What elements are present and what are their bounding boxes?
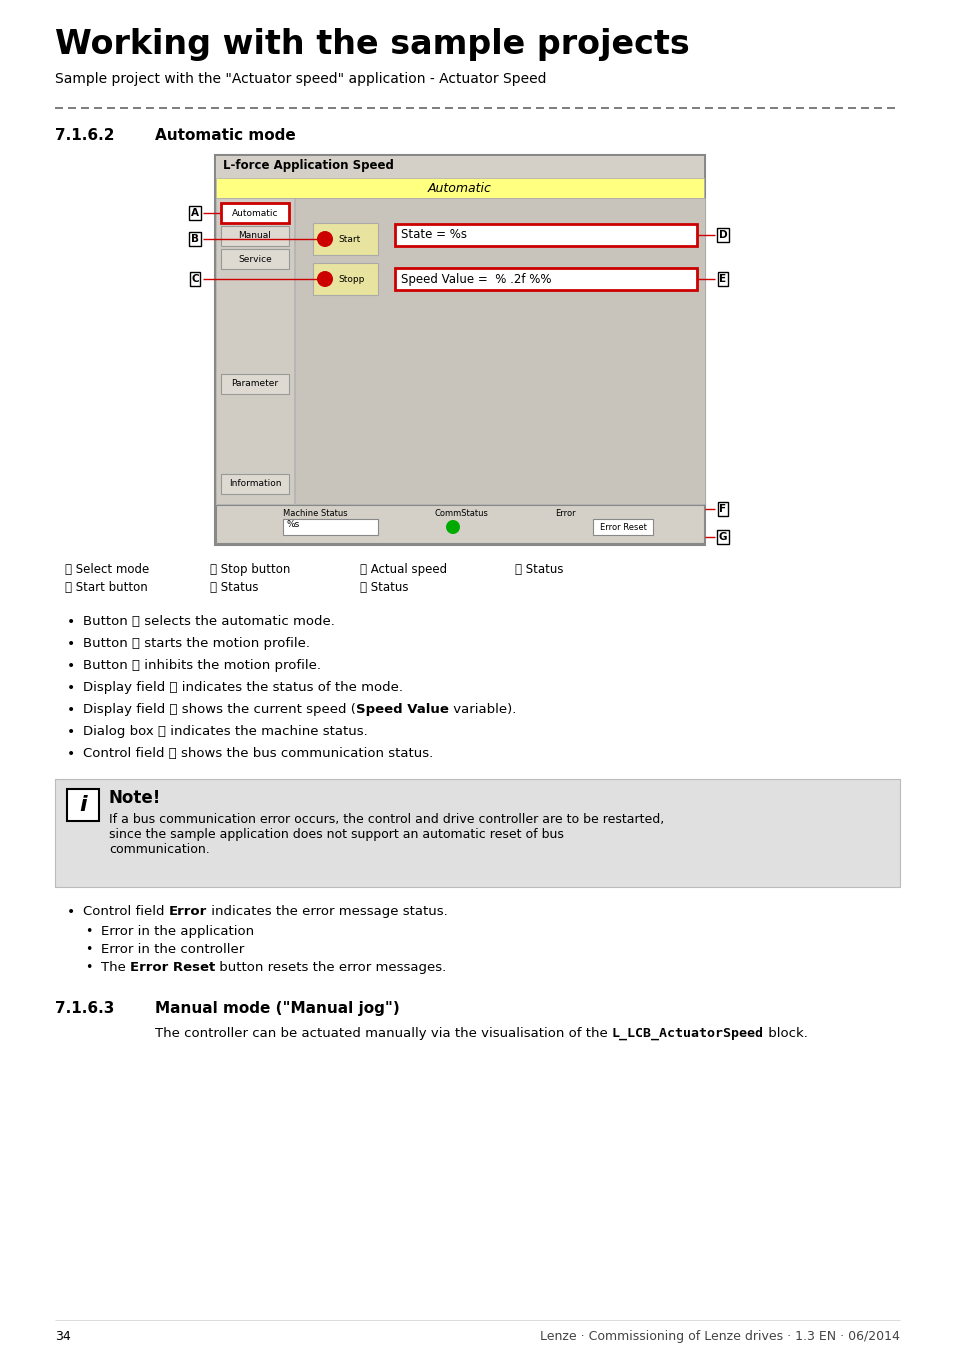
Text: B: B — [191, 234, 199, 244]
Text: The: The — [101, 961, 130, 973]
Text: Ⓑ Start button: Ⓑ Start button — [65, 580, 148, 594]
Text: Machine Status: Machine Status — [283, 509, 347, 518]
Text: Control field: Control field — [83, 904, 169, 918]
Text: •: • — [67, 659, 75, 674]
Bar — [395, 269, 697, 290]
Text: Button Ⓒ inhibits the motion profile.: Button Ⓒ inhibits the motion profile. — [83, 659, 320, 672]
Text: Automatic: Automatic — [428, 181, 492, 194]
Text: Error: Error — [555, 509, 575, 518]
Text: block.: block. — [763, 1027, 807, 1040]
Bar — [215, 157, 703, 178]
Bar — [313, 223, 377, 255]
Text: Service: Service — [238, 255, 272, 263]
Text: Manual: Manual — [238, 231, 272, 240]
Text: 34: 34 — [55, 1330, 71, 1343]
Text: •: • — [85, 961, 92, 973]
Text: F: F — [719, 504, 726, 514]
Text: 7.1.6.2: 7.1.6.2 — [55, 128, 114, 143]
Text: %s: %s — [287, 520, 300, 529]
Bar — [593, 518, 652, 535]
Text: •: • — [67, 703, 75, 717]
Text: Note!: Note! — [109, 788, 161, 807]
Text: Start: Start — [337, 235, 360, 243]
Text: L_LCB_ActuatorSpeed: L_LCB_ActuatorSpeed — [612, 1027, 763, 1041]
Bar — [221, 374, 289, 394]
Text: C: C — [191, 274, 198, 284]
Text: Sample project with the "Actuator speed" application - Actuator Speed: Sample project with the "Actuator speed"… — [55, 72, 546, 86]
Text: •: • — [85, 944, 92, 956]
Bar — [221, 225, 289, 246]
Text: Ⓓ Status: Ⓓ Status — [210, 580, 258, 594]
Text: State = %s: State = %s — [400, 228, 467, 242]
Bar — [67, 788, 99, 821]
Text: E: E — [719, 274, 726, 284]
Circle shape — [316, 271, 333, 288]
Text: variable).: variable). — [448, 703, 516, 716]
Text: The controller can be actuated manually via the visualisation of the: The controller can be actuated manually … — [154, 1027, 612, 1040]
Text: Ⓒ Stop button: Ⓒ Stop button — [210, 563, 290, 576]
Text: •: • — [67, 680, 75, 695]
Bar — [55, 779, 899, 887]
Circle shape — [446, 520, 459, 535]
Text: Ⓕ Status: Ⓕ Status — [359, 580, 408, 594]
Text: Speed Value: Speed Value — [355, 703, 448, 716]
Text: D: D — [718, 230, 726, 240]
Text: button resets the error messages.: button resets the error messages. — [215, 961, 446, 973]
Text: Parameter: Parameter — [232, 379, 278, 389]
Text: Ⓐ Select mode: Ⓐ Select mode — [65, 563, 149, 576]
Text: Error: Error — [169, 904, 207, 918]
Bar — [215, 198, 294, 504]
Text: Dialog box Ⓕ indicates the machine status.: Dialog box Ⓕ indicates the machine statu… — [83, 725, 367, 738]
Text: •: • — [67, 725, 75, 738]
Text: Display field Ⓔ shows the current speed (: Display field Ⓔ shows the current speed … — [83, 703, 355, 716]
Bar — [215, 505, 703, 543]
Text: Stopp: Stopp — [337, 274, 364, 284]
Text: Button Ⓑ starts the motion profile.: Button Ⓑ starts the motion profile. — [83, 637, 310, 649]
Text: Error Reset: Error Reset — [130, 961, 215, 973]
Text: i: i — [79, 795, 87, 815]
Text: •: • — [67, 904, 75, 919]
Bar — [214, 155, 704, 545]
Text: G: G — [718, 532, 726, 541]
Bar — [221, 202, 289, 223]
Text: Speed Value =  % .2f %%: Speed Value = % .2f %% — [400, 273, 551, 285]
Text: Working with the sample projects: Working with the sample projects — [55, 28, 689, 61]
Bar — [221, 474, 289, 494]
Text: CommStatus: CommStatus — [435, 509, 488, 518]
Text: Ⓖ Status: Ⓖ Status — [515, 563, 563, 576]
Text: Ⓔ Actual speed: Ⓔ Actual speed — [359, 563, 447, 576]
Text: •: • — [85, 925, 92, 938]
Text: Manual mode ("Manual jog"): Manual mode ("Manual jog") — [154, 1000, 399, 1017]
Text: Control field Ⓖ shows the bus communication status.: Control field Ⓖ shows the bus communicat… — [83, 747, 433, 760]
Bar — [221, 248, 289, 269]
Text: Automatic: Automatic — [232, 208, 278, 217]
Bar — [313, 263, 377, 296]
Text: Error Reset: Error Reset — [598, 522, 646, 532]
Text: Error in the application: Error in the application — [101, 925, 253, 938]
Text: Lenze · Commissioning of Lenze drives · 1.3 EN · 06/2014: Lenze · Commissioning of Lenze drives · … — [539, 1330, 899, 1343]
Text: •: • — [67, 637, 75, 651]
Bar — [215, 178, 703, 198]
Bar — [395, 224, 697, 246]
Text: indicates the error message status.: indicates the error message status. — [207, 904, 447, 918]
Text: Error in the controller: Error in the controller — [101, 944, 244, 956]
Bar — [283, 518, 377, 535]
Bar — [294, 198, 704, 504]
Text: If a bus communication error occurs, the control and drive controller are to be : If a bus communication error occurs, the… — [109, 813, 663, 856]
Text: •: • — [67, 747, 75, 761]
Text: Display field Ⓓ indicates the status of the mode.: Display field Ⓓ indicates the status of … — [83, 680, 402, 694]
Text: Automatic mode: Automatic mode — [154, 128, 295, 143]
Text: L-force Application Speed: L-force Application Speed — [223, 159, 394, 171]
Text: Information: Information — [229, 479, 281, 489]
Text: •: • — [67, 616, 75, 629]
Text: Button Ⓐ selects the automatic mode.: Button Ⓐ selects the automatic mode. — [83, 616, 335, 628]
Text: 7.1.6.3: 7.1.6.3 — [55, 1000, 114, 1017]
Text: A: A — [191, 208, 199, 217]
Circle shape — [316, 231, 333, 247]
